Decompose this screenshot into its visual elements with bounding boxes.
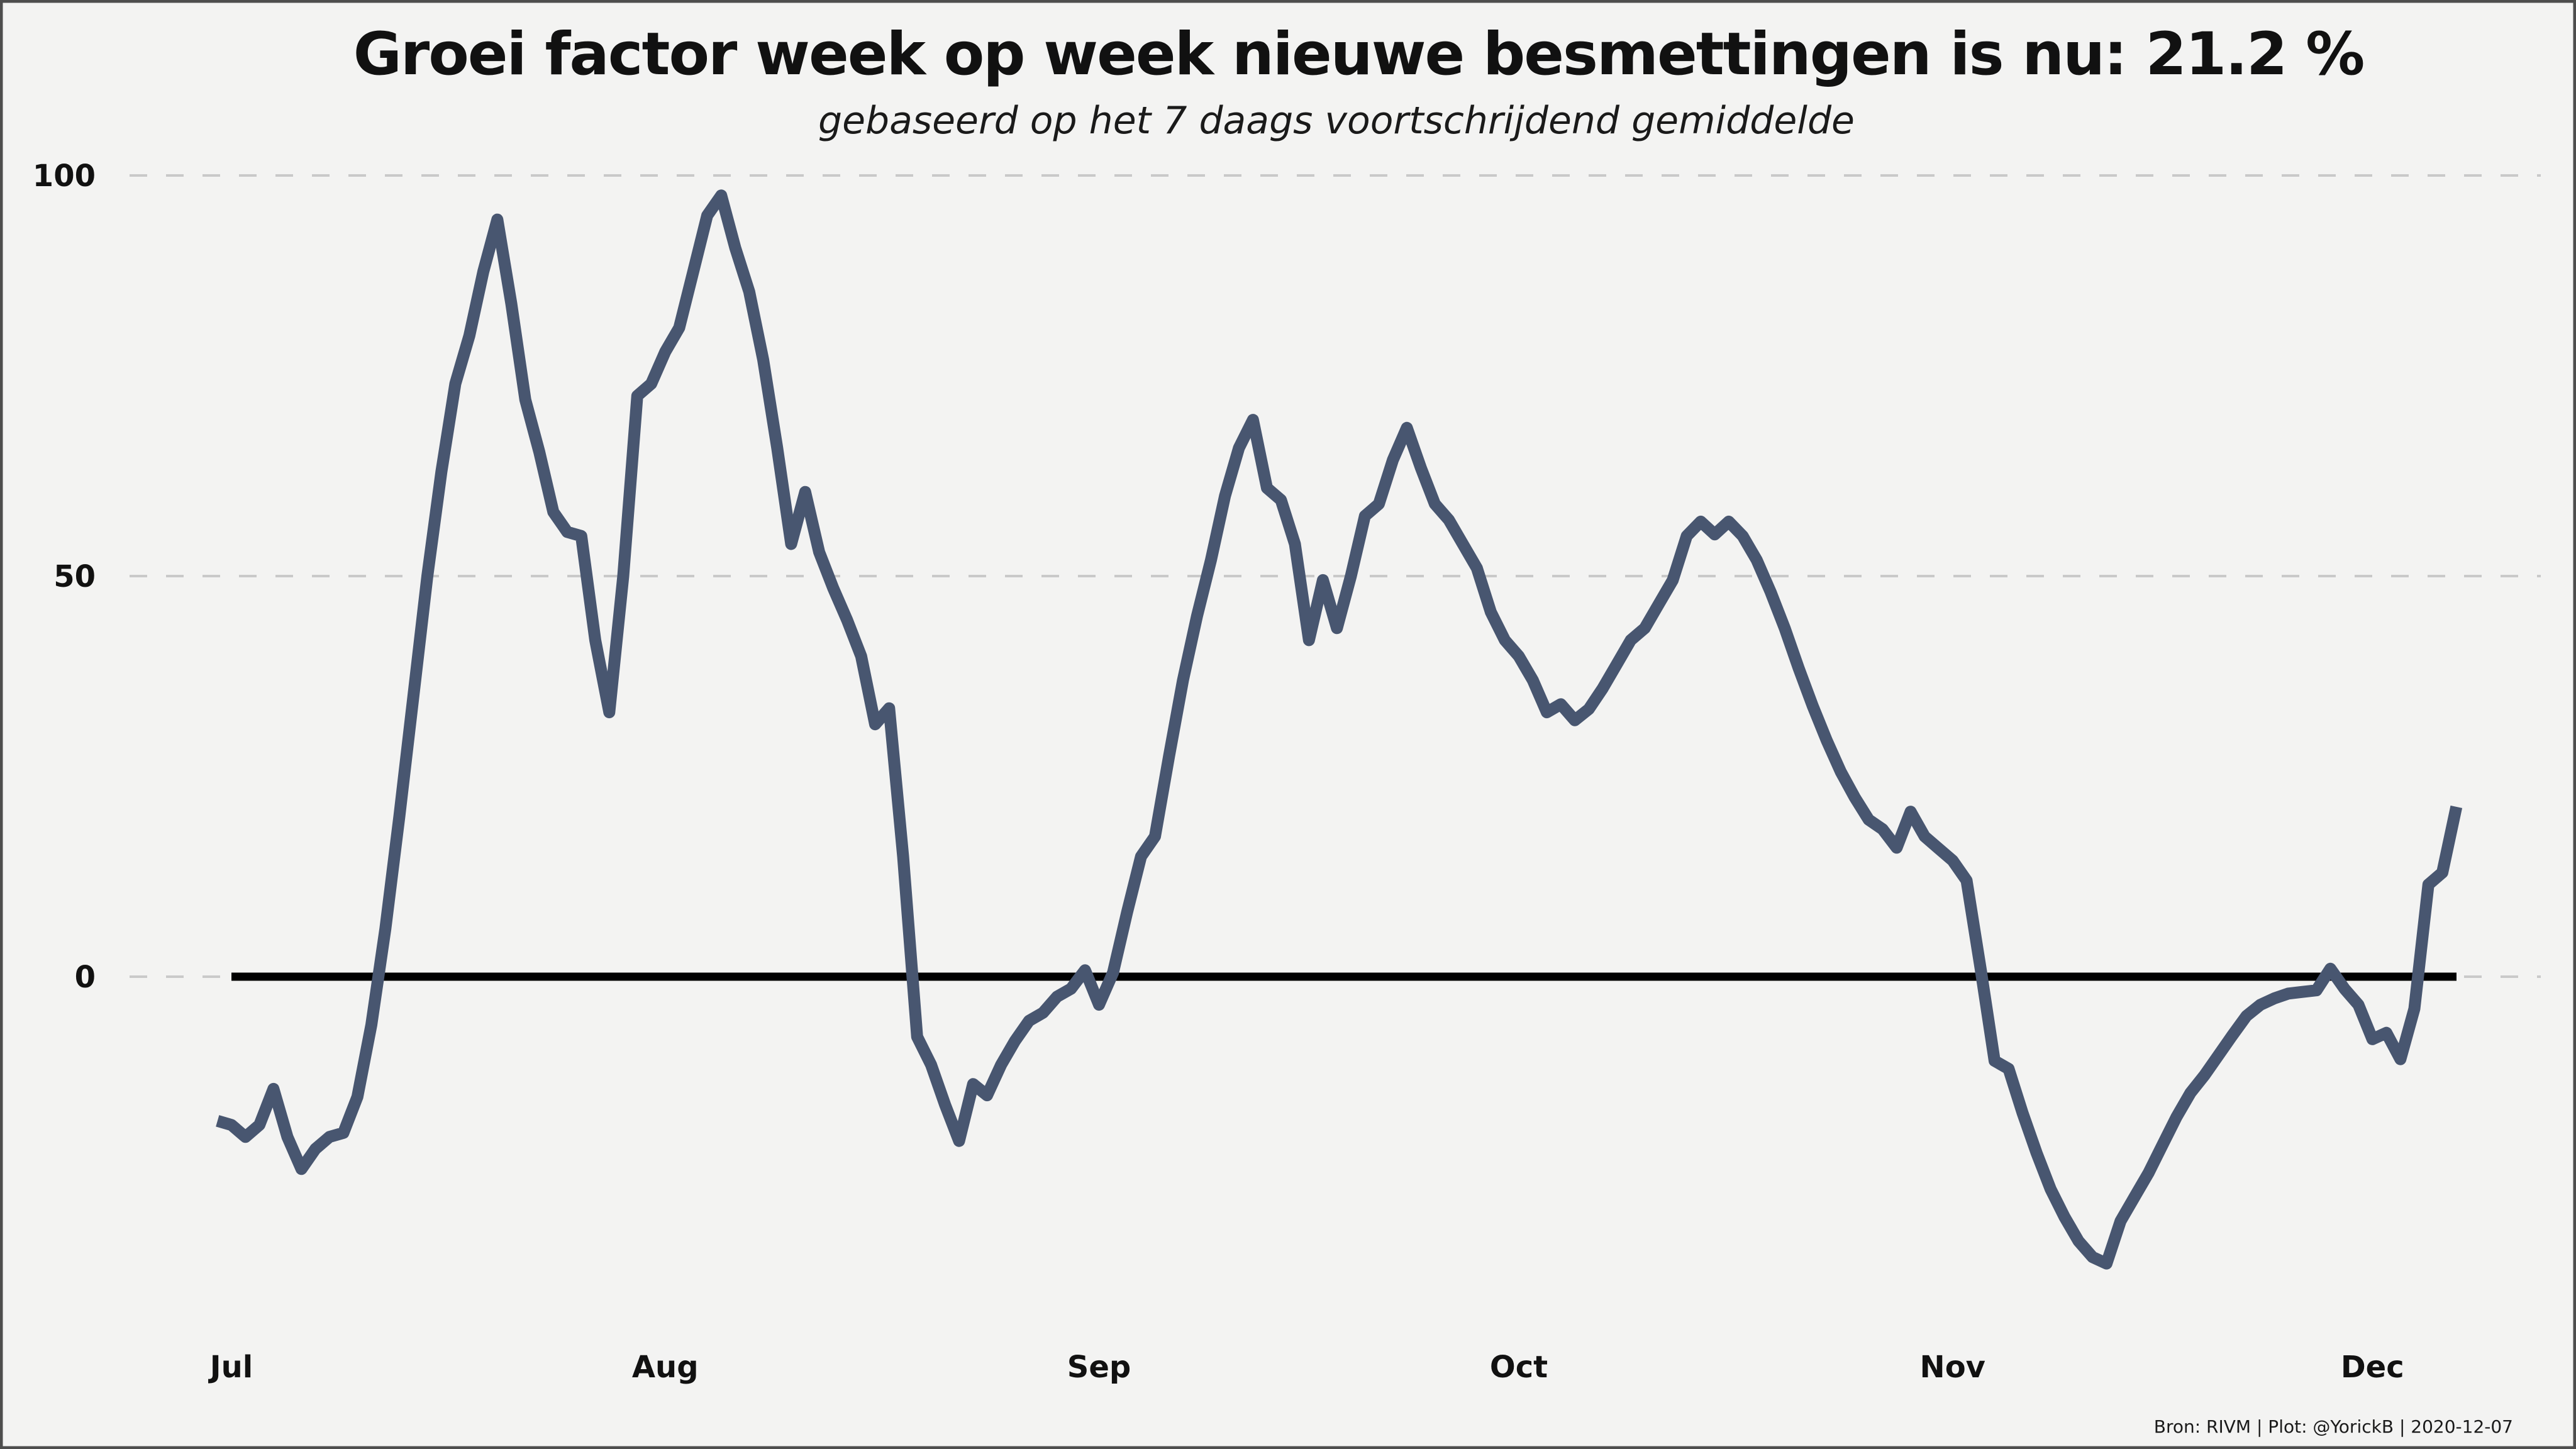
chart-title: Groei factor week op week nieuwe besmett…	[353, 20, 2364, 89]
y-tick-label-0: 0	[75, 960, 96, 995]
x-tick-label-oct: Oct	[1490, 1350, 1548, 1385]
x-axis-month-labels: Jul Aug Sep Oct Nov Dec	[208, 1350, 2404, 1385]
y-tick-label-50: 50	[53, 559, 96, 594]
y-axis-tick-labels: 100 50 0	[33, 158, 96, 995]
x-tick-label-jul: Jul	[208, 1350, 253, 1385]
chart-subtitle: gebaseerd op het 7 daags voortschrijdend…	[818, 99, 1855, 143]
y-tick-label-100: 100	[33, 158, 96, 194]
growth-factor-series-line	[216, 189, 2463, 1270]
x-tick-label-dec: Dec	[2341, 1350, 2404, 1385]
source-attribution: Bron: RIVM | Plot: @YorickB | 2020-12-07	[2154, 1416, 2513, 1437]
x-tick-label-aug: Aug	[632, 1350, 699, 1385]
x-tick-label-nov: Nov	[1920, 1350, 1985, 1385]
x-tick-label-sep: Sep	[1067, 1350, 1131, 1385]
